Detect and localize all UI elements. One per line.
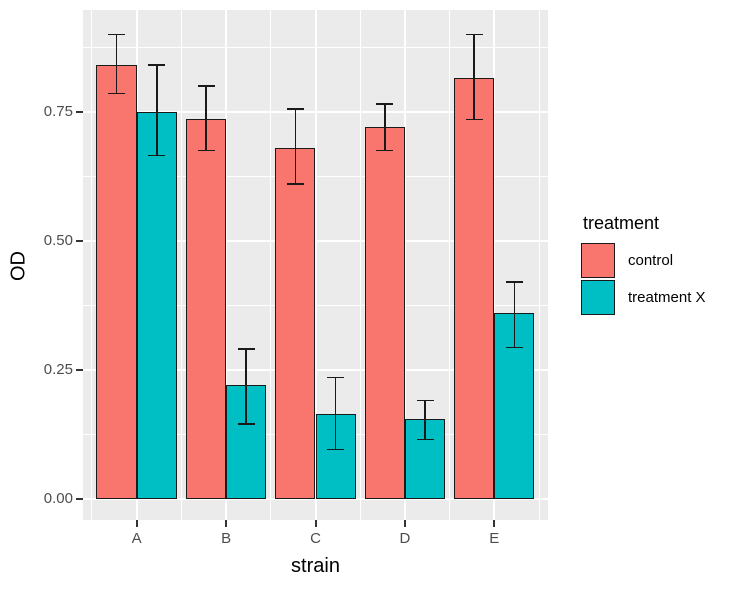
errorbar-control-D (384, 103, 386, 151)
errorbar-treatment-X-D-cap-top (416, 399, 434, 402)
bar-treatment-X-A (136, 111, 177, 499)
x-tick (225, 520, 228, 527)
errorbar-treatment-X-A (156, 65, 158, 156)
errorbar-treatment-X-D-cap-bottom (416, 438, 434, 441)
plot-panel (83, 10, 548, 520)
legend: treatment control treatment X (581, 213, 706, 317)
legend-items: control treatment X (581, 243, 706, 315)
x-tick-label-A: A (131, 530, 142, 547)
x-tick-label-E: E (489, 530, 500, 547)
x-tick-label-D: D (399, 530, 411, 547)
legend-key-control (581, 243, 615, 278)
errorbar-treatment-X-E-cap-top (506, 281, 523, 283)
x-major-gridline (493, 10, 496, 520)
errorbar-control-B (205, 85, 207, 151)
y-tick-label: 0.00 (43, 489, 73, 507)
errorbar-control-B-cap-top (197, 85, 215, 87)
errorbar-treatment-X-C-cap-bottom (327, 448, 345, 451)
x-tick (135, 520, 138, 527)
errorbar-treatment-X-B-cap-bottom (237, 423, 255, 425)
x-minor-gridline (538, 10, 540, 520)
x-major-gridline (314, 10, 317, 520)
y-axis-title: OD (7, 251, 30, 281)
legend-label-treatment-X: treatment X (628, 289, 706, 306)
errorbar-treatment-X-B (245, 349, 247, 424)
errorbar-treatment-X-E-cap-bottom (506, 346, 523, 349)
x-tick (403, 520, 406, 527)
x-minor-gridline (270, 10, 272, 520)
x-tick-label-C: C (310, 530, 321, 547)
y-tick (76, 239, 83, 242)
bar-control-B (185, 119, 226, 499)
x-major-gridline (225, 10, 228, 520)
errorbar-control-A (115, 34, 118, 94)
legend-title: treatment (583, 213, 660, 233)
errorbar-control-D-cap-bottom (376, 149, 394, 152)
x-minor-gridline (180, 10, 182, 520)
errorbar-control-C-cap-bottom (286, 183, 304, 185)
legend-key-treatment-X (581, 280, 615, 315)
errorbar-treatment-X-A-cap-bottom (148, 154, 166, 157)
errorbar-treatment-X-B-cap-top (237, 348, 255, 350)
errorbar-treatment-X-E (513, 282, 516, 348)
bar-control-C (275, 147, 316, 499)
errorbar-treatment-X-C-cap-top (327, 376, 345, 379)
y-tick (76, 497, 83, 500)
errorbar-control-D-cap-top (376, 103, 394, 105)
errorbar-treatment-X-C (334, 377, 337, 450)
legend-item-control: control (581, 243, 706, 278)
errorbar-treatment-X-A-cap-top (148, 64, 166, 66)
errorbar-control-E-cap-bottom (465, 118, 483, 121)
x-tick (314, 520, 317, 527)
y-tick (76, 110, 83, 113)
legend-item-treatment-X: treatment X (581, 280, 706, 315)
legend-label-control: control (628, 252, 674, 269)
x-minor-gridline (91, 10, 93, 520)
x-minor-gridline (359, 10, 361, 520)
errorbar-control-E-cap-top (465, 33, 483, 36)
errorbar-control-A-cap-bottom (108, 92, 125, 95)
x-major-gridline (403, 10, 406, 520)
y-tick-label: 0.50 (43, 231, 73, 249)
errorbar-control-C (294, 109, 297, 184)
x-tick-label-B: B (221, 530, 232, 547)
errorbar-control-C-cap-top (286, 108, 304, 110)
errorbar-control-E (473, 34, 475, 120)
y-tick-label: 0.75 (43, 102, 73, 120)
errorbar-control-B-cap-bottom (197, 149, 215, 152)
x-minor-gridline (449, 10, 451, 520)
bar-control-E (454, 78, 495, 499)
y-tick-label: 0.25 (43, 360, 73, 378)
x-axis-title: strain (291, 555, 340, 577)
x-tick (493, 520, 496, 527)
errorbar-control-A-cap-top (108, 33, 125, 36)
bar-control-D (364, 127, 405, 499)
errorbar-treatment-X-D (424, 400, 426, 440)
y-tick (76, 368, 83, 371)
